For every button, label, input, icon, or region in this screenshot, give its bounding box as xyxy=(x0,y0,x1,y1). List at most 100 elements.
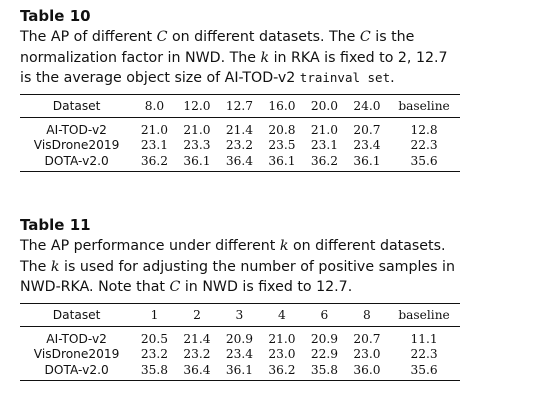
column-header: Dataset xyxy=(20,302,134,327)
ap-value: 23.4 xyxy=(225,347,253,361)
ap-value: 35.6 xyxy=(388,153,460,172)
table-10-block: Table 10 The AP of different C on differ… xyxy=(20,6,470,172)
column-header: 8 xyxy=(345,302,389,327)
column-header: 20.0 xyxy=(303,93,346,118)
ap-value: 20.9 xyxy=(225,331,253,346)
caption-line: NWD-RKA. Note that C in NWD is fixed to … xyxy=(20,277,470,298)
column-header: 3 xyxy=(218,302,261,327)
caption-line: is the average object size of AI-TOD-v2 … xyxy=(20,68,470,89)
math-symbol: C xyxy=(359,29,371,45)
ap-value: 23.0 xyxy=(268,347,296,361)
ap-value: 20.5 xyxy=(140,331,169,346)
ap-value: 36.1 xyxy=(345,153,389,172)
table-row: VisDrone2019 23.2 23.2 23.4 23.0 22.9 23.0 22.3 xyxy=(20,346,460,363)
caption-line: The AP performance under different k on … xyxy=(20,236,470,257)
table-row: AI-TOD-v2 20.5 21.4 20.9 21.0 20.9 20.7 11.1 xyxy=(20,326,460,346)
ap-value: 21.0 xyxy=(310,122,338,137)
column-header: 12.0 xyxy=(175,93,219,118)
caption-text: is used for adjusting the number of posi… xyxy=(59,258,455,275)
code-text: trainval set xyxy=(299,70,391,85)
ap-value: 36.4 xyxy=(218,153,261,172)
caption-text: in NWD is fixed to 12.7. xyxy=(180,279,353,295)
ap-value: 22.3 xyxy=(410,347,438,361)
header-row: Dataset 8.0 12.0 12.7 16.0 20.0 24.0 baseline xyxy=(20,93,460,118)
table-row: AI-TOD-v2 21.0 21.0 21.4 20.8 21.0 20.7 12.8 xyxy=(20,117,460,137)
math-symbol: C xyxy=(169,279,181,295)
ap-value: 20.7 xyxy=(353,331,381,346)
dataset-name: DOTA-v2.0 xyxy=(20,362,134,381)
table-label: Table 11 xyxy=(20,216,91,234)
math-symbol: k xyxy=(279,238,289,254)
ap-value: 36.1 xyxy=(218,362,261,381)
ap-value: 36.2 xyxy=(260,362,304,381)
dataset-name: VisDrone2019 xyxy=(33,347,120,361)
caption-line: The AP of different C on different datas… xyxy=(20,27,470,48)
ap-value: 23.0 xyxy=(353,347,381,361)
table-label: Table 10 xyxy=(20,7,91,25)
caption-line: normalization factor in NWD. The k in RK… xyxy=(20,48,470,69)
ap-value: 35.8 xyxy=(133,362,176,381)
ap-value: 36.4 xyxy=(175,362,219,381)
caption-text: The AP performance under different xyxy=(20,238,280,254)
table-row: VisDrone2019 23.1 23.3 23.2 23.5 23.1 23.4 22.3 xyxy=(20,137,460,154)
column-header: 1 xyxy=(133,302,176,327)
ap-value: 21.0 xyxy=(140,122,169,137)
column-header: Dataset xyxy=(20,93,134,118)
header-row: Dataset 1 2 3 4 6 8 baseline xyxy=(20,302,460,327)
column-header: 24.0 xyxy=(345,93,389,118)
ap-value: 22.9 xyxy=(310,347,338,361)
ap-value: 21.0 xyxy=(268,331,296,346)
column-header: 2 xyxy=(175,302,219,327)
ap-value: 35.8 xyxy=(303,362,346,381)
ap-value: 36.0 xyxy=(345,362,389,381)
ap-value: 23.1 xyxy=(310,138,338,152)
math-symbol: C xyxy=(156,29,168,45)
table-caption: The AP performance under different k on … xyxy=(20,236,470,298)
ap-value: 23.3 xyxy=(183,138,211,152)
caption-text: The xyxy=(20,258,51,275)
dataset-name: VisDrone2019 xyxy=(33,138,120,152)
column-header: 8.0 xyxy=(133,93,176,118)
ap-value: 20.7 xyxy=(353,122,381,137)
caption-text: normalization factor in NWD. The xyxy=(20,49,261,66)
ap-value: 20.8 xyxy=(268,122,296,137)
ap-value: 23.4 xyxy=(353,138,381,152)
table-caption: The AP of different C on different datas… xyxy=(20,27,470,89)
ap-value: 35.6 xyxy=(388,362,460,381)
ap-value: 36.2 xyxy=(133,153,176,172)
table-row: DOTA-v2.0 35.8 36.4 36.1 36.2 35.8 36.0 35.6 xyxy=(20,362,460,381)
math-symbol: k xyxy=(260,49,270,66)
ap-value: 36.1 xyxy=(175,153,219,172)
ap-value: 23.2 xyxy=(183,347,211,361)
dataset-name: DOTA-v2.0 xyxy=(20,153,134,172)
ap-value: 23.5 xyxy=(268,138,296,152)
results-table: Dataset 1 2 3 4 6 8 baseline AI-TOD-v2 20.5 21.4 2… xyxy=(20,302,460,381)
ap-value: 20.9 xyxy=(310,331,338,346)
dataset-name: AI-TOD-v2 xyxy=(46,122,107,137)
ap-value: 23.2 xyxy=(140,347,169,361)
ap-value: 21.0 xyxy=(183,122,211,137)
ap-value: 36.2 xyxy=(303,153,346,172)
dataset-name: AI-TOD-v2 xyxy=(46,331,107,346)
ap-value: 21.4 xyxy=(225,122,253,137)
caption-line: The k is used for adjusting the number o… xyxy=(20,257,470,278)
table-11-block: Table 11 The AP performance under differ… xyxy=(20,215,470,381)
column-header: 4 xyxy=(260,302,304,327)
ap-value: 11.1 xyxy=(410,331,438,346)
ap-value: 23.2 xyxy=(225,138,253,152)
caption-text: . xyxy=(390,70,395,86)
ap-value: 22.3 xyxy=(410,138,438,152)
column-header: baseline xyxy=(388,302,460,327)
math-symbol: k xyxy=(50,258,60,275)
ap-value: 21.4 xyxy=(183,331,211,346)
column-header: baseline xyxy=(388,93,460,118)
caption-text: The AP of different xyxy=(20,29,157,45)
caption-text: on different datasets. The xyxy=(167,29,360,45)
column-header: 12.7 xyxy=(218,93,261,118)
ap-value: 12.8 xyxy=(410,122,438,137)
column-header: 6 xyxy=(303,302,346,327)
caption-text: in RKA is fixed to 2, 12.7 xyxy=(269,49,448,66)
caption-text: is the average object size of AI-TOD-v2 xyxy=(20,70,300,86)
caption-text: NWD-RKA. Note that xyxy=(20,279,170,295)
ap-value: 36.1 xyxy=(260,153,304,172)
